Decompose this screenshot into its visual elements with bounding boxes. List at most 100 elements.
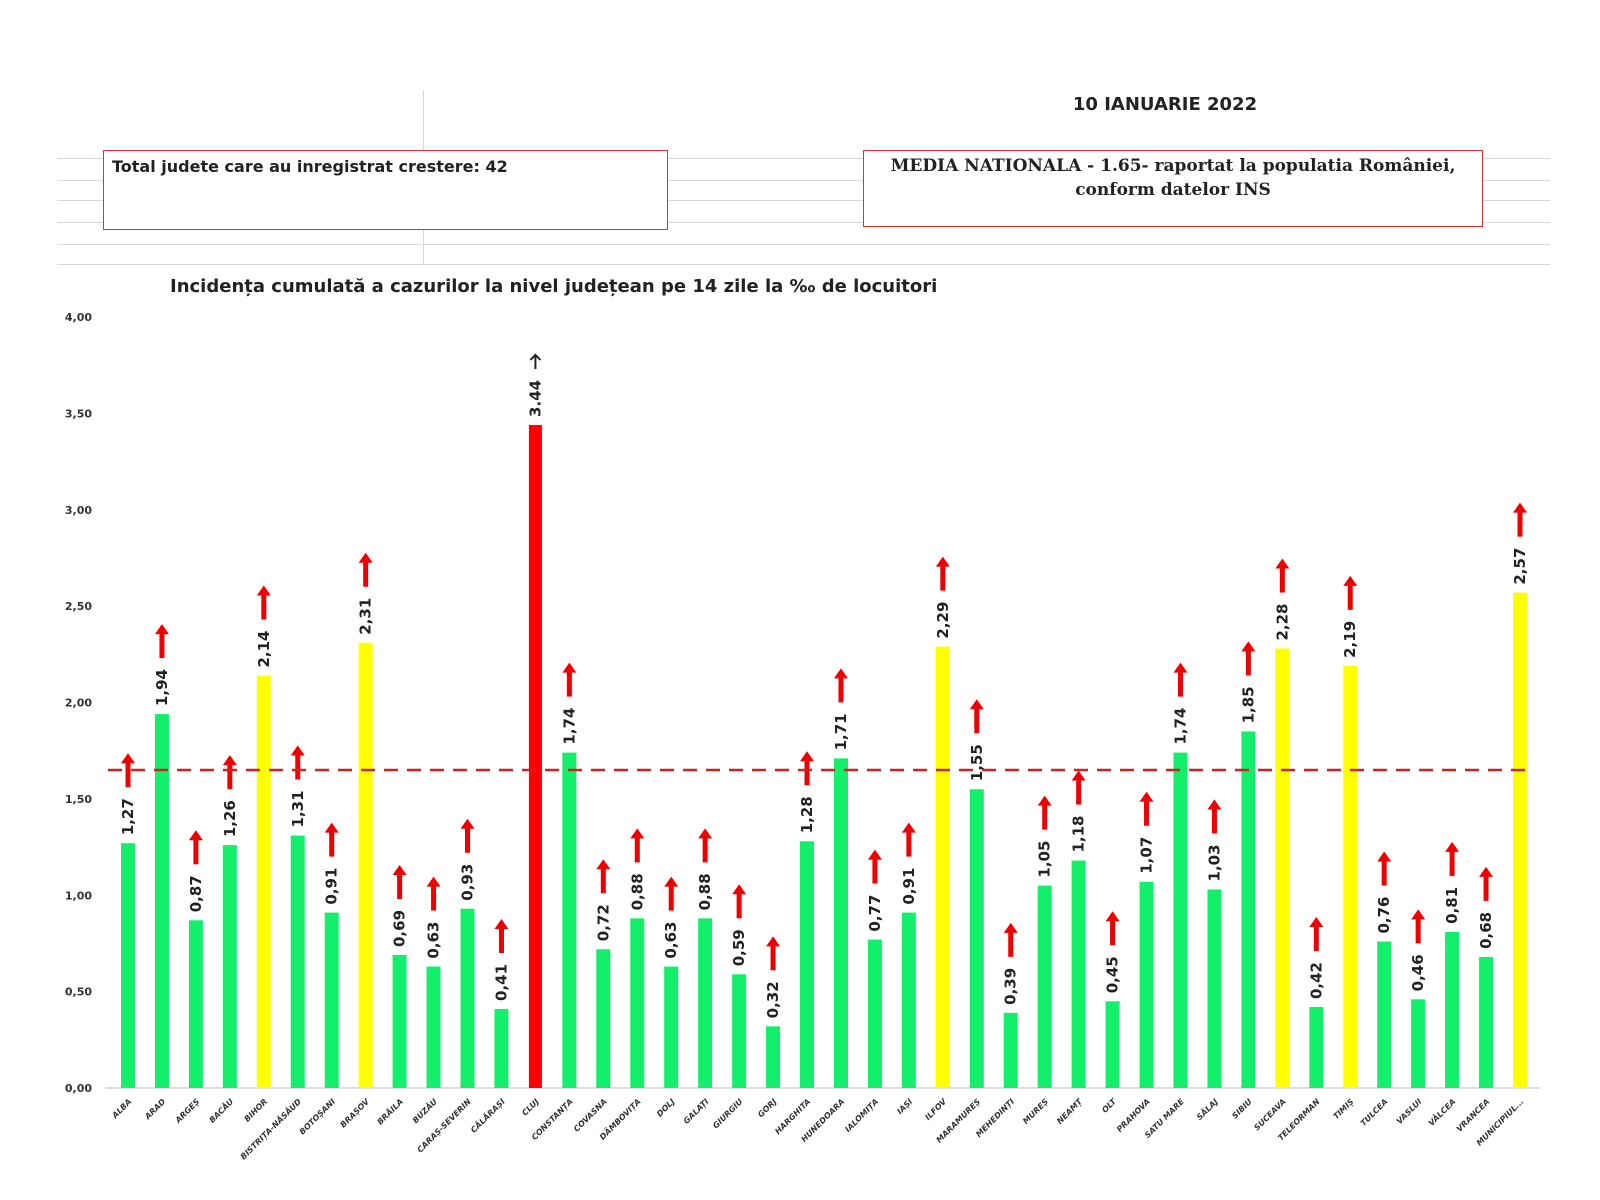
y-tick-label: 4,00 [65,311,92,324]
arrow-up-icon [804,759,810,786]
arrow-up-icon [906,830,912,857]
bar-bistrița-năsăud [290,835,305,1088]
x-tick-label: ARGEȘ [173,1097,202,1126]
bar-galați [698,918,713,1088]
data-label: 0,81 [1443,887,1461,924]
arrow-up-icon [1449,849,1455,876]
arrow-up-icon [1347,583,1353,610]
arrow-up-icon-head [1173,662,1188,673]
data-label: 0,39 [1002,968,1020,1005]
bar-municipiul... [1513,592,1527,1088]
bar-timiș [1343,665,1358,1088]
bar-brașov [358,642,373,1088]
arrow-up-icon [1008,930,1014,957]
bar-arad [154,714,169,1088]
x-tick-label: GALAȚI [682,1097,712,1127]
data-label: 0,45 [1104,956,1122,993]
x-tick-label: BISTRIȚA-NĂSĂUD [237,1095,304,1162]
arrow-up-icon-head [358,552,373,563]
data-label: 1,74 [560,708,578,745]
data-label: 1,94 [153,669,171,706]
gridline [57,264,1550,265]
data-label: 2,14 [255,630,273,667]
data-label: 0,68 [1477,912,1495,949]
x-tick-label: MUREȘ [1021,1097,1051,1127]
data-label: 0,91 [900,868,918,905]
arrow-up-icon-head [121,753,135,764]
data-label: 0,87 [187,875,205,912]
arrow-up-icon-head [392,865,407,876]
arrow-up-icon [702,836,708,863]
x-tick-label: NEAMȚ [1055,1097,1085,1127]
arrow-up-icon [529,353,542,369]
data-label: 2,28 [1273,604,1291,641]
arrow-up-icon-head [766,936,781,947]
x-tick-label: BUZĂU [409,1095,439,1125]
data-label: 1,74 [1171,708,1189,745]
arrow-up-icon-head [901,822,916,833]
bar-alba [121,843,135,1088]
data-label: 0,76 [1375,896,1393,933]
x-tick-label: PRAHOVA [1115,1097,1152,1134]
data-label: 2,31 [357,598,375,635]
y-tick-label: 2,50 [65,600,92,613]
bar-covasna [596,949,611,1088]
y-tick-label: 2,00 [65,697,92,710]
bar-călărași [494,1008,509,1088]
arrow-up-icon [1415,917,1421,944]
bar-vrancea [1479,956,1494,1088]
arrow-up-icon-head [935,556,950,567]
data-label: 1,05 [1036,841,1054,878]
y-tick-label: 0,50 [65,986,92,999]
arrow-up-icon [1076,778,1082,805]
arrow-up-icon-head [1309,917,1324,928]
x-tick-label: BRAȘOV [339,1096,373,1130]
arrow-up-icon-head [324,822,339,833]
arrow-up-icon-head [698,828,713,839]
arrow-up-icon-head [290,745,305,756]
arrow-up-icon-head [630,828,645,839]
bar-hunedoara [833,758,848,1088]
bar-teleorman [1309,1007,1324,1088]
arrow-up-icon [125,761,131,788]
bar-caraș-severin [460,908,475,1088]
total-increase-text: Total judete care au inregistrat crester… [112,157,508,176]
data-label: 1,07 [1138,837,1156,874]
arrow-up-icon-head [1003,922,1018,933]
arrow-up-icon-head [664,876,679,887]
arrow-up-icon-head [256,585,271,596]
bar-buzău [426,966,441,1088]
data-label: 0,88 [696,873,714,910]
x-tick-label: GORJ [756,1097,778,1119]
arrow-up-icon [940,564,946,591]
bar-vâlcea [1445,931,1460,1088]
arrow-up-icon [600,867,606,894]
total-increase-box: Total judete care au inregistrat crester… [103,150,668,230]
arrow-up-icon [193,838,199,865]
data-label: 2,57 [1511,548,1529,585]
data-label: 0,72 [594,904,612,941]
bar-vaslui [1411,999,1426,1088]
gridline [57,244,1550,245]
x-tick-label: ILFOV [923,1096,948,1121]
data-label: 0,59 [730,929,748,966]
data-label: 1,18 [1070,816,1088,853]
y-tick-label: 3,00 [65,504,92,517]
bar-iași [901,912,916,1088]
x-tick-label: CĂLĂRAȘI [468,1096,508,1136]
bar-dolj [664,966,679,1088]
arrow-up-icon [1211,807,1217,834]
x-tick-label: VRANCEA [1455,1097,1492,1134]
bar-satu mare [1173,752,1188,1088]
arrow-up-icon [668,884,674,911]
arrow-up-icon-head [222,755,237,766]
arrow-up-icon-head [732,884,747,895]
x-tick-label: BIHOR [243,1097,270,1124]
arrow-up-icon [838,676,844,703]
national-average-line1: MEDIA NATIONALA - 1.65- raportat la popu… [890,156,1456,176]
x-tick-label: ARAD [142,1097,167,1122]
bar-maramureș [969,789,984,1088]
x-tick-label: IAȘI [895,1097,915,1117]
data-label: 3.44 [526,380,544,417]
